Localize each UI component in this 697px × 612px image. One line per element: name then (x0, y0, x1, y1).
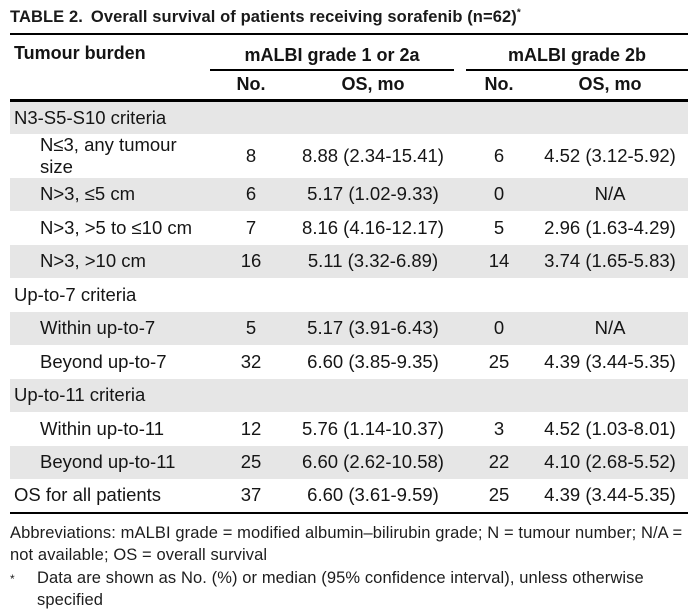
no-cell-grade1: 37 (240, 484, 262, 506)
gap-cell (454, 312, 466, 346)
os-cell-grade2b: 4.10 (2.68-5.52) (544, 451, 676, 473)
gap-cell (454, 479, 466, 513)
os-cell-grade1: 6.60 (3.61-9.59) (307, 484, 439, 506)
row-label: Beyond up-to-7 (40, 350, 167, 372)
no-cell-grade1: 7 (245, 216, 257, 238)
gap-cell (454, 345, 466, 379)
row-label: N≤3, any tumour size (40, 133, 177, 177)
overall-survival-table: Tumour burden mALBI grade 1 or 2a mALBI … (10, 33, 688, 514)
table-row: N>3, ≤5 cm 6 5.17 (1.02-9.33) 0 N/A (10, 177, 688, 212)
gap-cell (454, 245, 466, 279)
no-cell-grade2b: 22 (488, 451, 510, 473)
asterisk-marker: * (10, 571, 15, 586)
table-row: Within up-to-7 5 5.17 (3.91-6.43) 0 N/A (10, 311, 688, 346)
no-cell-grade1: 32 (240, 350, 262, 372)
no-cell-grade2b: 25 (488, 350, 510, 372)
no-cell-grade2b: 3 (493, 417, 505, 439)
gap-cell (454, 412, 466, 446)
table-row: Beyond up-to-11 25 6.60 (2.62-10.58) 22 … (10, 445, 688, 480)
gap-cell (454, 211, 466, 245)
row-label: N>3, ≤5 cm (40, 183, 135, 205)
title-footnote-marker: * (516, 7, 521, 19)
column-header-os-grade2b: OS, mo (532, 70, 688, 102)
row-label: Within up-to-7 (40, 317, 156, 339)
group-header-malbi-grade-1-or-2a: mALBI grade 1 or 2a (210, 34, 454, 71)
no-cell-grade1: 12 (240, 417, 262, 439)
no-cell-grade2b: 14 (488, 250, 510, 272)
os-cell-grade1: 6.60 (3.85-9.35) (307, 350, 439, 372)
table-row: N>3, >10 cm 16 5.11 (3.32-6.89) 14 3.74 … (10, 244, 688, 279)
os-cell-grade2b: 2.96 (1.63-4.29) (544, 216, 676, 238)
section-row-n3-s5-s10: N3-S5-S10 criteria (10, 100, 688, 134)
header-gap (454, 34, 466, 102)
table-row: N≤3, any tumour size 8 8.88 (2.34-15.41)… (10, 134, 688, 178)
os-cell-grade2b: N/A (594, 183, 626, 205)
group-header-row: Tumour burden mALBI grade 1 or 2a mALBI … (10, 34, 688, 102)
os-cell-grade1: 5.11 (3.32-6.89) (307, 250, 439, 272)
column-header-os-grade1: OS, mo (292, 70, 454, 102)
no-cell-grade2b: 25 (488, 484, 510, 506)
row-label: N>3, >5 to ≤10 cm (40, 216, 193, 238)
no-cell-grade1: 25 (240, 451, 262, 473)
footnotes: Abbreviations: mALBI grade = modified al… (10, 522, 688, 612)
os-cell-grade2b: 3.74 (1.65-5.83) (544, 250, 676, 272)
os-cell-grade2b: 4.52 (3.12-5.92) (544, 144, 676, 166)
os-cell-grade1: 6.60 (2.62-10.58) (302, 451, 444, 473)
section-label: Up-to-7 criteria (14, 283, 137, 305)
column-header-no-grade1: No. (210, 70, 292, 102)
row-label: Beyond up-to-11 (40, 451, 176, 473)
sub-header-row: No. OS, mo No. OS, mo (10, 70, 688, 102)
no-cell-grade1: 16 (240, 250, 262, 272)
table-row: N>3, >5 to ≤10 cm 7 8.16 (4.16-12.17) 5 … (10, 211, 688, 245)
group-header-malbi-grade-2b: mALBI grade 2b (466, 34, 688, 71)
total-row-os-all-patients: OS for all patients 37 6.60 (3.61-9.59) … (10, 479, 688, 513)
os-cell-grade2b: N/A (594, 317, 626, 339)
table-number: TABLE 2. (10, 8, 83, 26)
no-cell-grade2b: 0 (493, 317, 505, 339)
os-cell-grade1: 8.16 (4.16-12.17) (302, 216, 444, 238)
section-label: N3-S5-S10 criteria (14, 106, 167, 128)
table-row: Within up-to-11 12 5.76 (1.14-10.37) 3 4… (10, 412, 688, 446)
abbreviations-note: Abbreviations: mALBI grade = modified al… (10, 523, 683, 565)
os-cell-grade2b: 4.39 (3.44-5.35) (544, 350, 676, 372)
column-header-tumour-burden: Tumour burden (10, 34, 210, 102)
os-cell-grade1: 5.17 (3.91-6.43) (307, 317, 439, 339)
section-row-up-to-11: Up-to-11 criteria (10, 378, 688, 412)
column-header-no-grade2b: No. (466, 70, 532, 102)
no-cell-grade2b: 5 (493, 216, 505, 238)
os-cell-grade2b: 4.39 (3.44-5.35) (544, 484, 676, 506)
row-label: N>3, >10 cm (40, 250, 146, 272)
no-cell-grade2b: 0 (493, 183, 505, 205)
os-cell-grade1: 5.17 (1.02-9.33) (307, 183, 439, 205)
no-cell-grade2b: 6 (493, 144, 505, 166)
gap-cell (454, 446, 466, 480)
os-cell-grade1: 5.76 (1.14-10.37) (302, 417, 444, 439)
gap-cell (454, 134, 466, 178)
table-caption: Overall survival of patients receiving s… (90, 8, 517, 26)
no-cell-grade1: 5 (245, 317, 257, 339)
no-cell-grade1: 6 (245, 183, 257, 205)
no-cell-grade1: 8 (245, 144, 257, 166)
os-cell-grade1: 8.88 (2.34-15.41) (302, 144, 444, 166)
row-label: OS for all patients (14, 484, 162, 506)
gap-cell (454, 178, 466, 212)
row-label: Within up-to-11 (40, 417, 165, 439)
table-row: Beyond up-to-7 32 6.60 (3.85-9.35) 25 4.… (10, 345, 688, 379)
section-row-up-to-7: Up-to-7 criteria (10, 278, 688, 312)
table-title: TABLE 2. Overall survival of patients rec… (10, 8, 688, 27)
section-label: Up-to-11 criteria (14, 384, 146, 406)
os-cell-grade2b: 4.52 (1.03-8.01) (544, 417, 676, 439)
